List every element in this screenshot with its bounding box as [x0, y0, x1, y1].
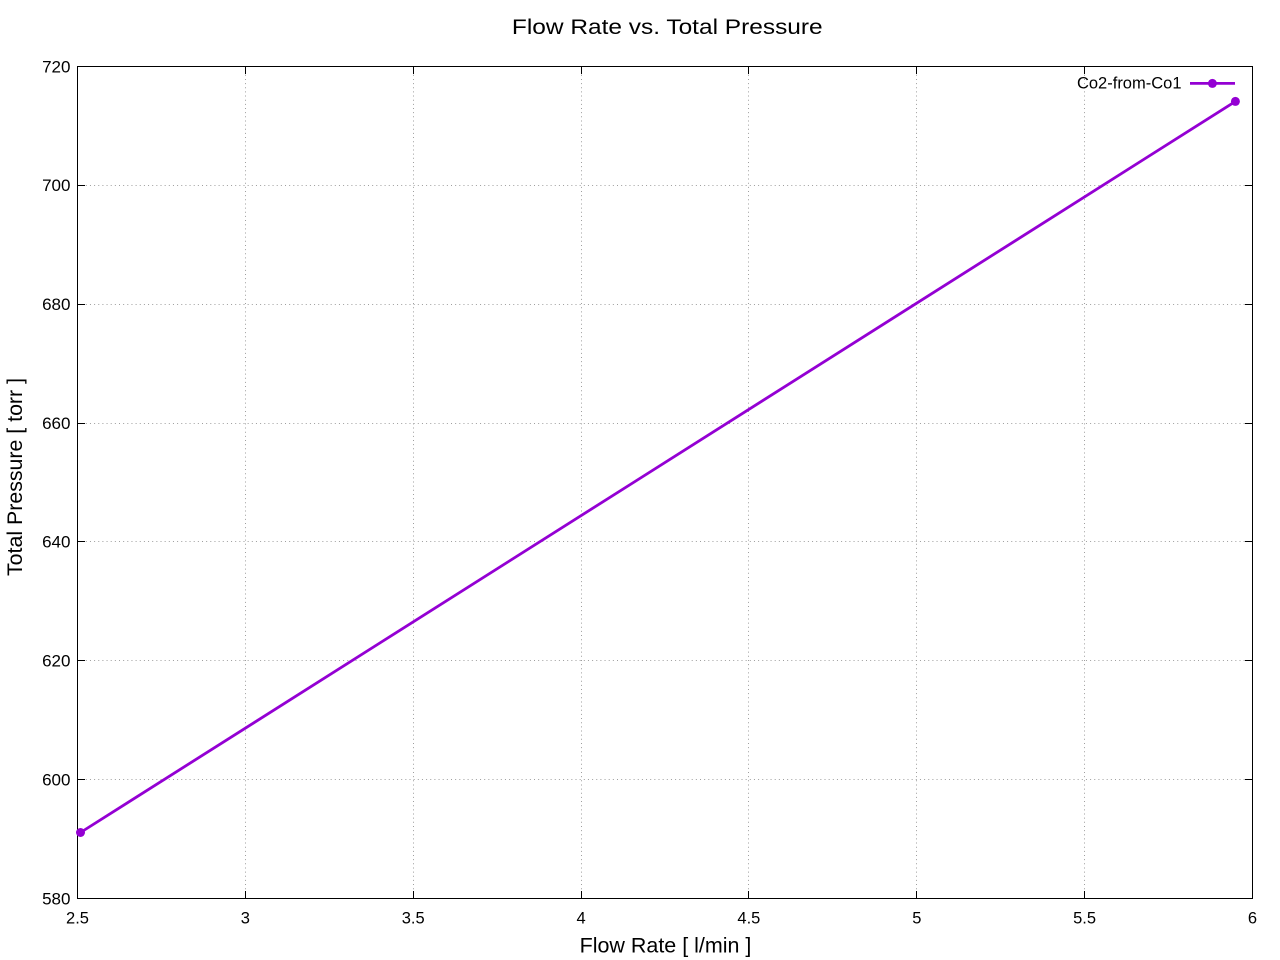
- svg-text:6: 6: [1248, 910, 1257, 928]
- svg-text:5: 5: [912, 910, 921, 928]
- svg-text:4.5: 4.5: [737, 910, 760, 928]
- svg-text:2.5: 2.5: [66, 910, 89, 928]
- svg-text:580: 580: [42, 890, 70, 908]
- svg-text:700: 700: [42, 177, 70, 195]
- svg-text:620: 620: [42, 653, 70, 671]
- svg-text:600: 600: [42, 771, 70, 789]
- svg-text:3.5: 3.5: [402, 910, 425, 928]
- svg-text:5.5: 5.5: [1073, 910, 1096, 928]
- svg-text:Flow Rate vs. Total Pressure: Flow Rate vs. Total Pressure: [512, 16, 823, 39]
- svg-text:Co2-from-Co1: Co2-from-Co1: [1077, 74, 1182, 92]
- svg-text:680: 680: [42, 296, 70, 314]
- svg-text:720: 720: [42, 58, 70, 76]
- svg-text:Flow Rate [ l/min ]: Flow Rate [ l/min ]: [580, 934, 752, 957]
- svg-text:4: 4: [577, 910, 586, 928]
- svg-text:640: 640: [42, 534, 70, 552]
- svg-text:660: 660: [42, 415, 70, 433]
- svg-text:3: 3: [241, 910, 250, 928]
- svg-text:Total Pressure [ torr ]: Total Pressure [ torr ]: [4, 378, 27, 576]
